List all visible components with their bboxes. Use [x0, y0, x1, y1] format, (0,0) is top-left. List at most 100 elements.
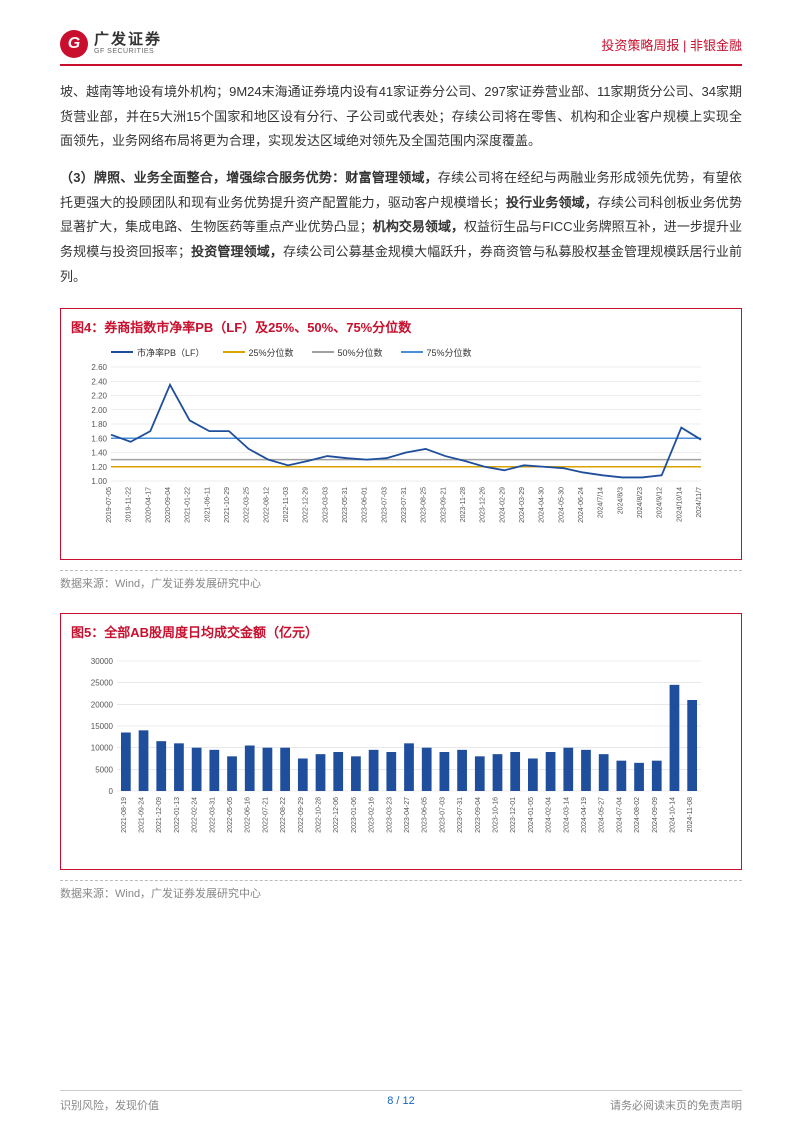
svg-text:2024-06-24: 2024-06-24 [578, 486, 585, 522]
chart-5-source: 数据来源：Wind，广发证券发展研究中心 [60, 878, 742, 901]
svg-text:5000: 5000 [95, 765, 113, 774]
svg-text:2023-05-31: 2023-05-31 [342, 486, 349, 522]
chart-5-area: 0 5000 10000 15000 20000 25000 30000 2021-08-19… [61, 647, 741, 869]
svg-text:2023-01-06: 2023-01-06 [351, 796, 358, 832]
svg-text:25000: 25000 [91, 678, 114, 687]
svg-text:2024/11/7: 2024/11/7 [696, 486, 703, 517]
chart-4-block: 图4：券商指数市净率PB（LF）及25%、50%、75%分位数 市净率PB（LF… [60, 308, 742, 560]
svg-text:2024-10-14: 2024-10-14 [669, 796, 676, 832]
svg-text:2024-05-30: 2024-05-30 [558, 486, 565, 522]
svg-text:1.40: 1.40 [91, 448, 107, 457]
svg-text:2023-07-31: 2023-07-31 [457, 796, 464, 832]
svg-text:2021-09-24: 2021-09-24 [139, 796, 146, 832]
paragraph-1: 坡、越南等地设有境外机构；9M24末海通证券境内设有41家证券分公司、297家证… [60, 80, 742, 154]
svg-text:2022-09-29: 2022-09-29 [298, 796, 305, 832]
legend-label: 市净率PB（LF） [137, 346, 205, 359]
svg-text:2023-07-31: 2023-07-31 [401, 486, 408, 522]
svg-text:1.00: 1.00 [91, 477, 107, 486]
svg-text:2022-12-29: 2022-12-29 [303, 486, 310, 522]
svg-text:2020-04-17: 2020-04-17 [145, 486, 152, 522]
page-footer: 识别风险，发现价值 请务必阅读末页的免责声明 8 / 12 [60, 1090, 742, 1113]
legend-swatch [111, 351, 133, 353]
legend-swatch [223, 351, 245, 353]
svg-text:2024/8/3: 2024/8/3 [617, 486, 624, 513]
legend-swatch [401, 351, 423, 353]
svg-text:2.60: 2.60 [91, 363, 107, 372]
legend-item: 50%分位数 [312, 346, 383, 359]
svg-text:15000: 15000 [91, 722, 114, 731]
svg-text:2024-02-04: 2024-02-04 [546, 796, 553, 832]
svg-text:2022-05-05: 2022-05-05 [227, 796, 234, 832]
svg-text:2024/10/14: 2024/10/14 [676, 486, 683, 521]
chart-5-title: 图5：全部AB股周度日均成交金额（亿元） [61, 614, 741, 647]
svg-text:2024-02-29: 2024-02-29 [499, 486, 506, 522]
svg-text:2022-10-28: 2022-10-28 [316, 796, 323, 832]
svg-text:2023-02-16: 2023-02-16 [369, 796, 376, 832]
svg-text:2021-06-11: 2021-06-11 [204, 486, 211, 521]
svg-text:2023-04-27: 2023-04-27 [404, 796, 411, 832]
svg-text:2022-12-06: 2022-12-06 [333, 796, 340, 832]
svg-text:2023-06-01: 2023-06-01 [362, 486, 369, 522]
p2-c-bold: 机构交易领域， [373, 219, 464, 234]
svg-text:2022-06-16: 2022-06-16 [245, 796, 252, 832]
svg-text:2024-05-27: 2024-05-27 [599, 796, 606, 832]
legend-item: 市净率PB（LF） [111, 346, 205, 359]
legend-swatch [312, 351, 334, 353]
chart-4-source: 数据来源：Wind，广发证券发展研究中心 [60, 568, 742, 591]
svg-text:2021-08-19: 2021-08-19 [121, 796, 128, 832]
svg-text:2.20: 2.20 [91, 391, 107, 400]
svg-text:2023-07-03: 2023-07-03 [439, 796, 446, 832]
svg-text:2019-11-22: 2019-11-22 [126, 486, 133, 521]
svg-text:2024-01-05: 2024-01-05 [528, 796, 535, 832]
svg-text:2021-01-22: 2021-01-22 [185, 486, 192, 522]
svg-text:2023-10-16: 2023-10-16 [492, 796, 499, 832]
page-header: 广发证券 GF SECURITIES 投资策略周报 | 非银金融 [60, 30, 742, 66]
svg-text:2023-09-04: 2023-09-04 [475, 796, 482, 832]
logo-icon [60, 30, 88, 58]
svg-text:2023-07-03: 2023-07-03 [381, 486, 388, 522]
svg-text:2024-08-02: 2024-08-02 [634, 796, 641, 832]
chart-4-area: 市净率PB（LF）25%分位数50%分位数75%分位数 1.001.201.40… [61, 342, 741, 559]
svg-text:20000: 20000 [91, 700, 114, 709]
svg-text:30000: 30000 [91, 657, 114, 666]
svg-text:2024-09-09: 2024-09-09 [652, 796, 659, 832]
svg-text:2024/9/12: 2024/9/12 [657, 486, 664, 517]
svg-text:2024/7/14: 2024/7/14 [598, 486, 605, 517]
svg-text:2023-03-03: 2023-03-03 [322, 486, 329, 522]
svg-text:10000: 10000 [91, 743, 114, 752]
chart-4-legend: 市净率PB（LF）25%分位数50%分位数75%分位数 [71, 346, 731, 359]
svg-text:2.00: 2.00 [91, 405, 107, 414]
svg-text:2023-11-28: 2023-11-28 [460, 486, 467, 521]
paragraph-2: （3）牌照、业务全面整合，增强综合服务优势：财富管理领域，存续公司将在经纪与两融… [60, 166, 742, 289]
svg-text:2023-12-01: 2023-12-01 [510, 796, 517, 832]
svg-text:2.40: 2.40 [91, 377, 107, 386]
logo: 广发证券 GF SECURITIES [60, 30, 162, 58]
svg-text:2020-09-04: 2020-09-04 [165, 486, 172, 522]
svg-text:2022-03-31: 2022-03-31 [209, 796, 216, 832]
svg-text:2022-01-13: 2022-01-13 [174, 796, 181, 832]
svg-text:2023-03-23: 2023-03-23 [386, 796, 393, 832]
svg-text:2021-10-29: 2021-10-29 [224, 486, 231, 522]
legend-item: 25%分位数 [223, 346, 294, 359]
svg-text:2024/8/23: 2024/8/23 [637, 486, 644, 517]
logo-text-cn: 广发证券 [94, 32, 162, 49]
svg-text:2023-09-21: 2023-09-21 [440, 486, 447, 522]
header-category: 投资策略周报 | 非银金融 [601, 35, 742, 54]
p2-lead: （3）牌照、业务全面整合，增强综合服务优势：财富管理领域， [60, 170, 438, 185]
chart-5-block: 图5：全部AB股周度日均成交金额（亿元） 0 5000 10000 15000 2000… [60, 613, 742, 870]
svg-text:2023-12-26: 2023-12-26 [480, 486, 487, 522]
svg-text:2024-04-30: 2024-04-30 [539, 486, 546, 522]
svg-text:2023-08-25: 2023-08-25 [421, 486, 428, 522]
svg-text:2024-04-19: 2024-04-19 [581, 796, 588, 832]
svg-text:1.60: 1.60 [91, 434, 107, 443]
chart-4-title: 图4：券商指数市净率PB（LF）及25%、50%、75%分位数 [61, 309, 741, 342]
svg-text:1.80: 1.80 [91, 420, 107, 429]
svg-text:2022-08-22: 2022-08-22 [280, 796, 287, 832]
svg-text:1.20: 1.20 [91, 462, 107, 471]
svg-text:2024-07-04: 2024-07-04 [616, 796, 623, 832]
svg-text:2022-07-21: 2022-07-21 [262, 796, 269, 832]
svg-text:0: 0 [109, 787, 114, 796]
svg-text:2024-03-29: 2024-03-29 [519, 486, 526, 522]
p2-d-bold: 投资管理领域， [191, 244, 283, 259]
page-number: 8 / 12 [60, 1095, 742, 1107]
